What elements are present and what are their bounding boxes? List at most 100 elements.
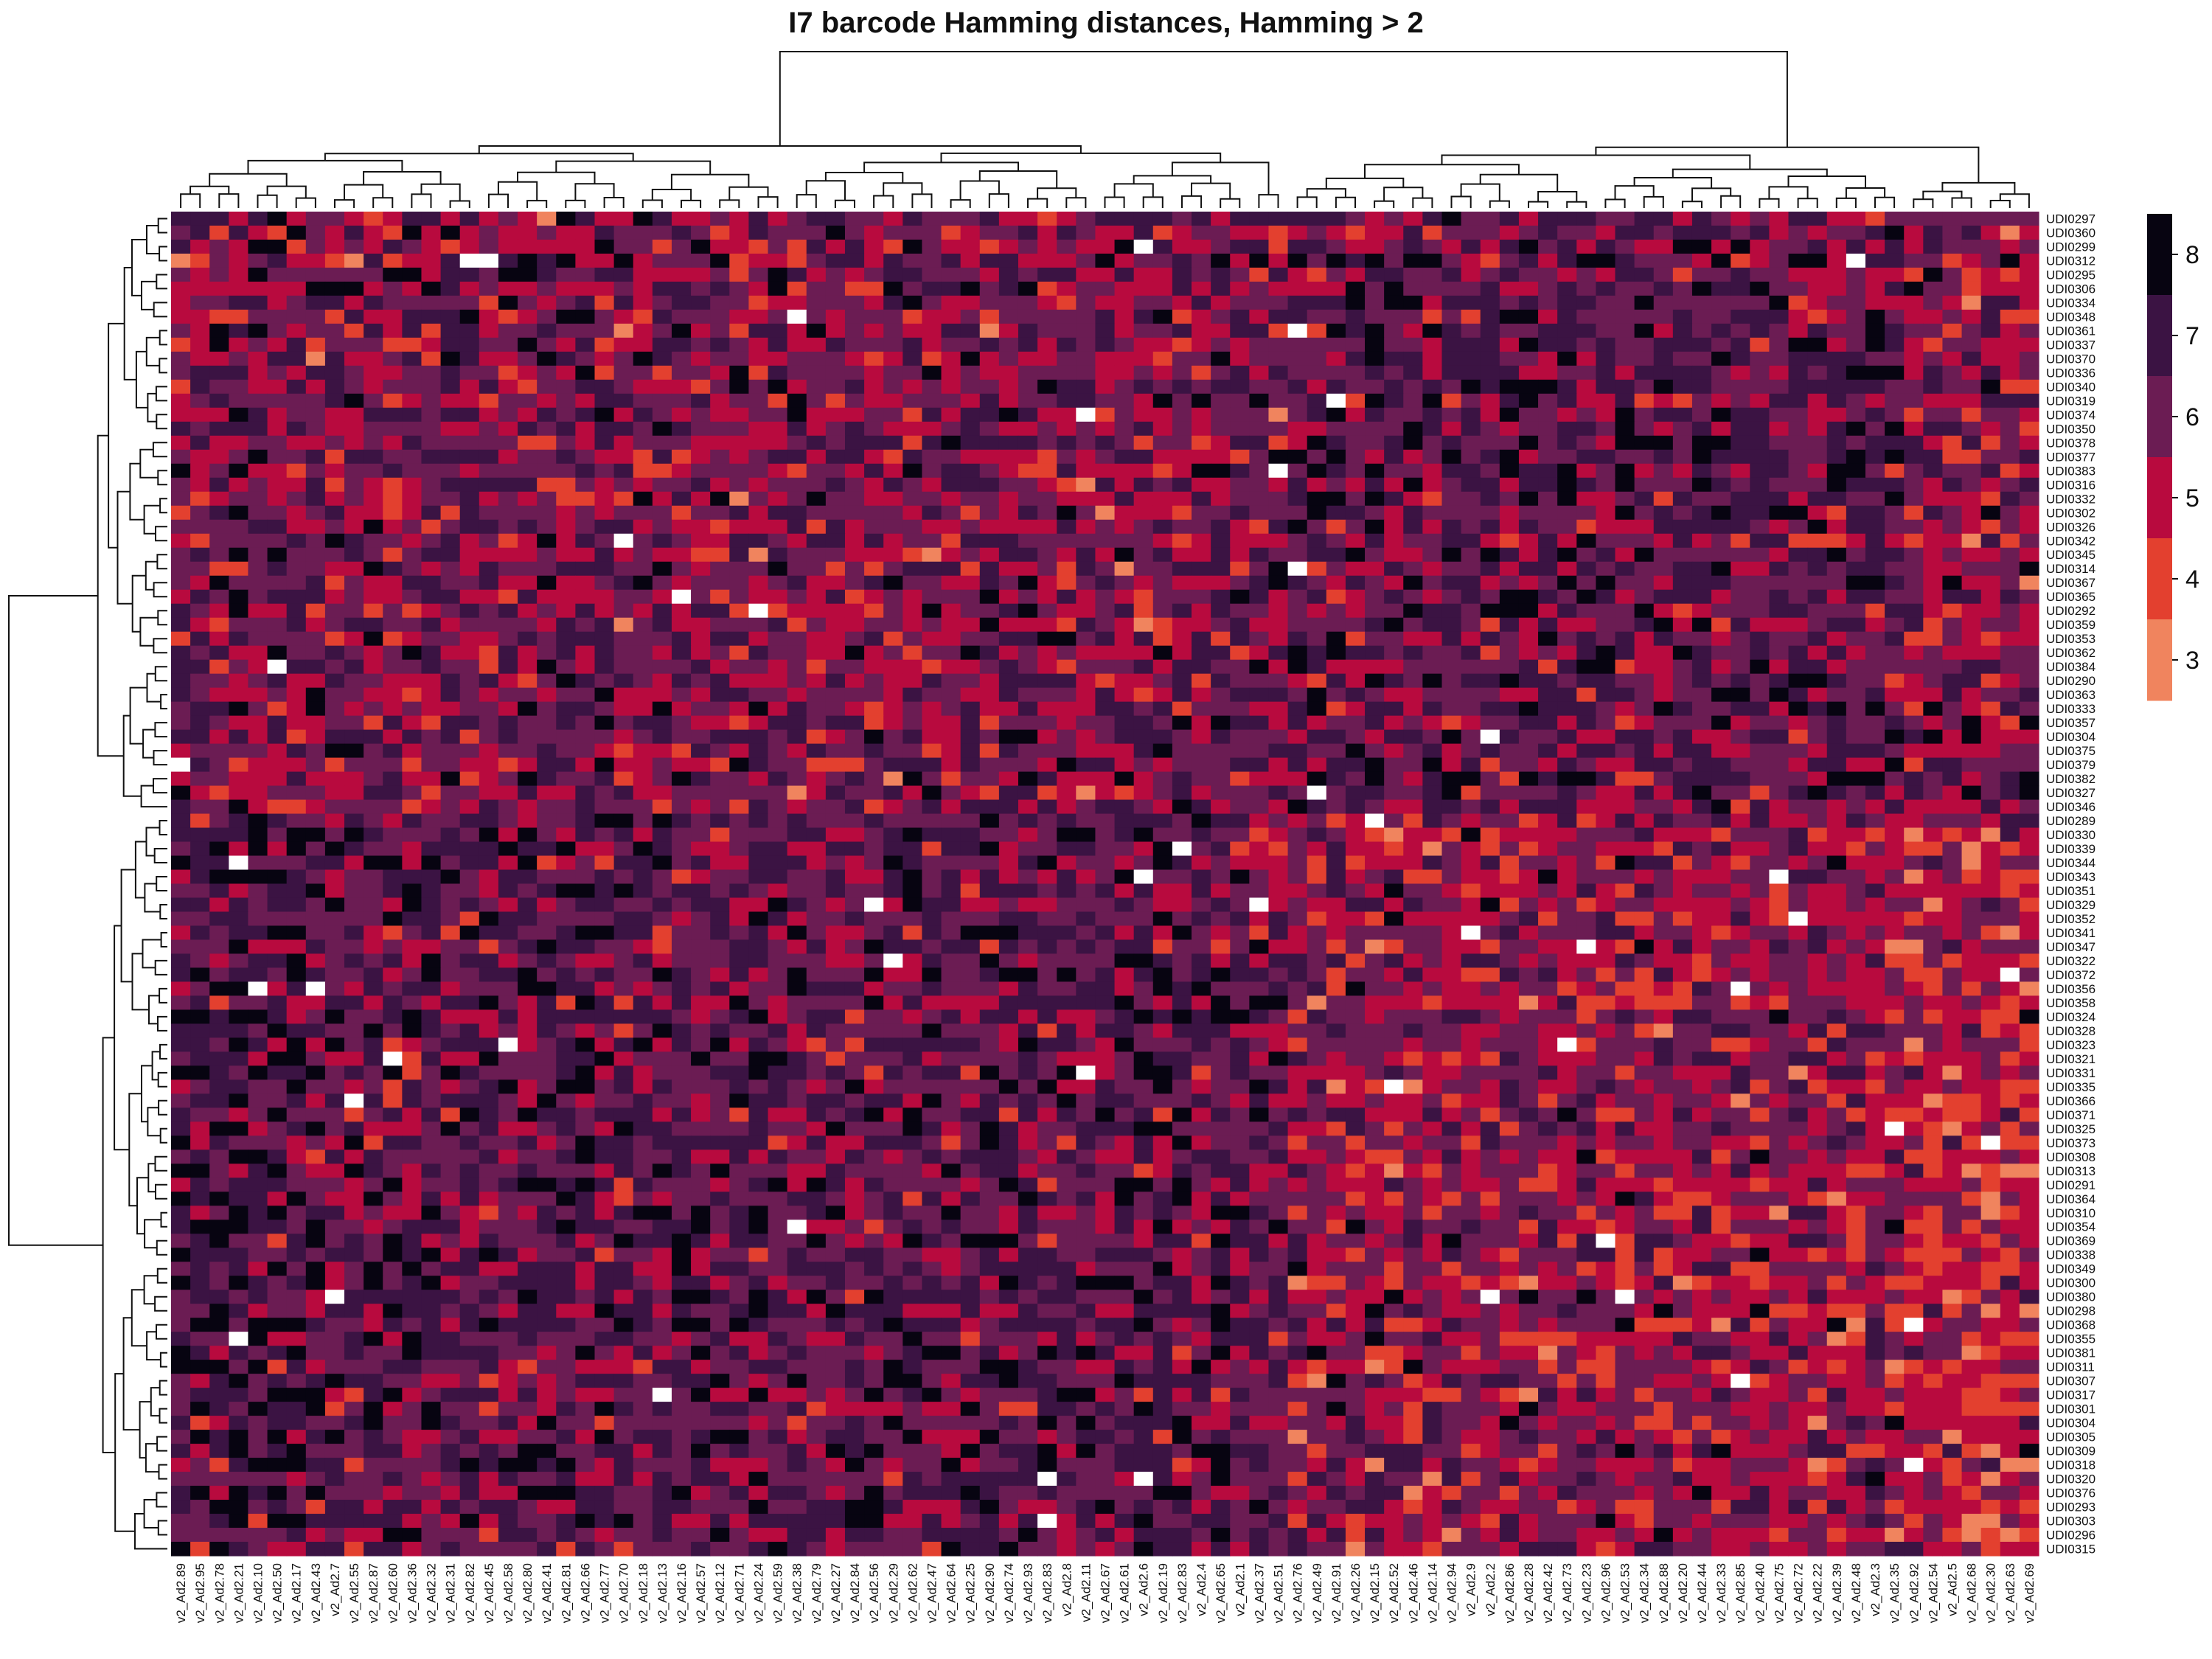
heatmap-cell	[267, 715, 288, 731]
heatmap-cell	[1268, 575, 1289, 591]
heatmap-cell	[787, 841, 807, 857]
dendrogram-branch	[156, 1267, 167, 1284]
heatmap-cell	[518, 407, 538, 422]
heatmap-cell	[575, 449, 596, 465]
heatmap-cell	[1634, 505, 1655, 521]
heatmap-cell	[1499, 463, 1520, 479]
heatmap-cell	[844, 883, 865, 899]
heatmap-cell	[1807, 421, 1828, 437]
heatmap-cell	[1480, 477, 1500, 493]
heatmap-cell	[2019, 281, 2039, 296]
heatmap-cell	[613, 729, 634, 745]
heatmap-cell	[459, 617, 480, 633]
heatmap-cell	[1942, 351, 1963, 366]
heatmap-cell	[1095, 505, 1116, 521]
heatmap-cell	[1672, 323, 1693, 338]
heatmap-cell	[729, 645, 749, 661]
heatmap-cell	[190, 533, 210, 549]
heatmap-cell	[787, 547, 807, 563]
heatmap-cell	[267, 323, 288, 338]
heatmap-cell	[1249, 589, 1270, 605]
heatmap-cell	[1846, 477, 1866, 493]
heatmap-cell	[902, 645, 923, 661]
heatmap-cell	[402, 295, 422, 310]
heatmap-cell	[267, 575, 288, 591]
heatmap-cell	[1865, 309, 1885, 324]
heatmap-cell	[2000, 407, 2020, 422]
heatmap-cell	[1961, 379, 1982, 394]
heatmap-cell	[960, 323, 981, 338]
heatmap-cell	[383, 225, 403, 240]
heatmap-cell	[594, 561, 615, 577]
heatmap-cell	[1365, 561, 1385, 577]
heatmap-cell	[1980, 561, 2001, 577]
heatmap-cell	[979, 897, 1000, 913]
dendrogram-branch	[1720, 195, 1742, 208]
heatmap-cell	[1942, 701, 1963, 717]
dendrogram-branch	[1220, 198, 1241, 208]
heatmap-cell	[324, 351, 345, 366]
heatmap-cell	[1461, 379, 1481, 394]
heatmap-cell	[1865, 533, 1885, 549]
heatmap-cell	[1230, 533, 1250, 549]
heatmap-cell	[1731, 337, 1750, 352]
heatmap-cell	[1846, 253, 1866, 268]
heatmap-cell	[902, 519, 923, 535]
heatmap-cell	[344, 379, 364, 394]
dendrogram-branch	[157, 218, 167, 234]
heatmap-cell	[1518, 743, 1539, 759]
heatmap-cell	[1961, 813, 1982, 829]
heatmap-cell	[1133, 687, 1154, 703]
heatmap-cell	[229, 421, 249, 437]
heatmap-cell	[1172, 267, 1192, 282]
heatmap-cell	[1192, 715, 1211, 731]
heatmap-cell	[1037, 309, 1057, 324]
heatmap-cell	[1365, 659, 1385, 675]
heatmap-cell	[1846, 547, 1866, 563]
heatmap-cell	[556, 421, 576, 437]
heatmap-cell	[613, 309, 634, 324]
heatmap-cell	[1731, 351, 1750, 366]
dendrogram-branch	[156, 1239, 167, 1256]
heatmap-cell	[652, 393, 672, 408]
heatmap-cell	[1885, 687, 1905, 703]
heatmap-cell	[1076, 687, 1096, 703]
heatmap-cell	[402, 589, 422, 605]
heatmap-cell	[691, 813, 711, 829]
heatmap-cell	[305, 617, 326, 633]
heatmap-cell	[1750, 785, 1770, 801]
heatmap-cell	[1384, 561, 1404, 577]
heatmap-cell	[1211, 477, 1231, 493]
dendrogram-branch	[1797, 198, 1818, 208]
heatmap-cell	[1904, 519, 1924, 535]
heatmap-cell	[556, 491, 576, 507]
heatmap-cell	[383, 631, 403, 647]
heatmap-cell	[1904, 841, 1924, 857]
heatmap-cell	[1365, 701, 1385, 717]
heatmap-cell	[1249, 841, 1270, 857]
heatmap-cell	[364, 617, 383, 633]
heatmap-cell	[1923, 701, 1944, 717]
heatmap-cell	[1691, 617, 1712, 633]
heatmap-cell	[209, 253, 229, 268]
heatmap-cell	[787, 743, 807, 759]
heatmap-cell	[1769, 239, 1790, 254]
heatmap-cell	[1672, 771, 1693, 787]
heatmap-cell	[864, 757, 884, 773]
heatmap-cell	[248, 547, 268, 563]
heatmap-cell	[691, 827, 711, 843]
heatmap-cell	[286, 617, 307, 633]
heatmap-cell	[383, 449, 403, 465]
heatmap-cell	[248, 757, 268, 773]
heatmap-cell	[1980, 855, 2001, 871]
heatmap-cell	[459, 855, 480, 871]
heatmap-cell	[1711, 813, 1731, 829]
dendrogram-branch	[154, 959, 167, 975]
heatmap-cell	[652, 379, 672, 394]
heatmap-cell	[1287, 533, 1308, 549]
heatmap-cell	[1076, 267, 1096, 282]
heatmap-cell	[594, 239, 615, 254]
heatmap-cell	[1885, 729, 1905, 745]
heatmap-cell	[1326, 323, 1346, 338]
heatmap-cell	[459, 659, 480, 675]
